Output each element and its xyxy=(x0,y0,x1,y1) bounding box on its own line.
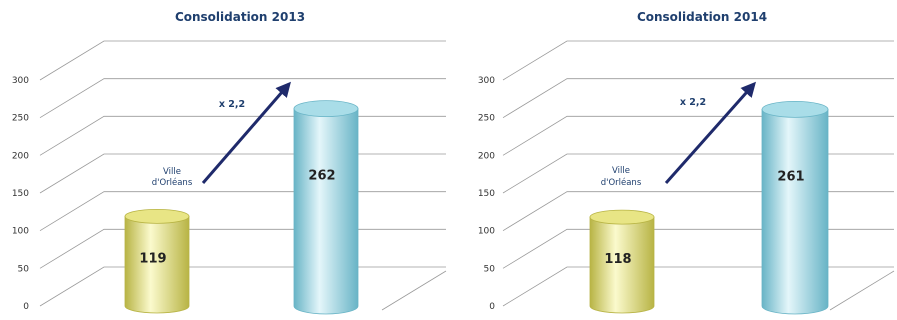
y-tick-label: 150 xyxy=(478,189,495,199)
gridline xyxy=(502,266,894,307)
gridline xyxy=(502,115,894,156)
bars: 118 261 xyxy=(589,100,829,315)
chart-title: Consolidation 2013 xyxy=(175,10,305,24)
y-tick-label: 150 xyxy=(12,189,29,199)
y-tick-label: 300 xyxy=(12,76,29,86)
y-tick-labels: 0 50 100 150 200 250 300 xyxy=(12,76,29,312)
y-tick-label: 50 xyxy=(484,264,496,274)
y-tick-label: 50 xyxy=(18,264,30,274)
y-tick-labels: 0 50 100 150 200 250 300 xyxy=(478,76,495,312)
y-tick-label: 250 xyxy=(12,114,29,124)
bar-consolidation: 262 xyxy=(293,100,359,315)
gridline xyxy=(502,228,894,269)
floor-edge xyxy=(829,270,895,311)
chart-2013: Consolidation 2013 0 50 100 150 200 250 300 11… xyxy=(12,10,447,315)
bar-consolidation: 261 xyxy=(761,100,829,315)
bar-value-label: 262 xyxy=(308,169,335,184)
y-tick-label: 0 xyxy=(23,302,29,312)
gridline xyxy=(39,153,446,194)
gridline xyxy=(39,191,446,232)
y-tick-label: 200 xyxy=(478,151,495,161)
gridline xyxy=(502,153,894,194)
gridline xyxy=(39,228,446,269)
gridline xyxy=(502,78,894,119)
y-tick-label: 100 xyxy=(12,227,29,237)
gridlines xyxy=(39,40,447,311)
gridline xyxy=(502,40,894,81)
y-tick-label: 0 xyxy=(489,302,495,312)
bars: 119 262 xyxy=(124,100,359,315)
annotation-line1: Ville xyxy=(612,166,630,176)
y-tick-label: 250 xyxy=(478,114,495,124)
bar-value-label: 261 xyxy=(777,169,804,184)
bar-value-label: 119 xyxy=(139,251,166,266)
y-tick-label: 300 xyxy=(478,76,495,86)
ratio-label: x 2,2 xyxy=(219,99,245,110)
ratio-label: x 2,2 xyxy=(680,97,706,108)
bar-ville: 119 xyxy=(124,208,190,314)
gridline xyxy=(39,78,446,119)
annotation-line1: Ville xyxy=(163,167,181,177)
floor-edge xyxy=(381,270,447,311)
annotation-line2: d'Orléans xyxy=(601,177,642,188)
gridlines xyxy=(502,40,895,311)
gridline xyxy=(502,191,894,232)
chart-2014: Consolidation 2014 0 50 100 150 200 250 300 11… xyxy=(478,10,895,315)
annotation-line2: d'Orléans xyxy=(152,177,193,188)
ratio-arrow xyxy=(201,81,291,184)
bar-value-label: 118 xyxy=(604,252,631,267)
chart-title: Consolidation 2014 xyxy=(637,10,767,24)
y-tick-label: 200 xyxy=(12,151,29,161)
gridline xyxy=(39,40,446,81)
y-tick-label: 100 xyxy=(478,227,495,237)
bar-ville: 118 xyxy=(589,209,655,314)
gridline xyxy=(39,266,446,307)
ratio-arrow xyxy=(664,81,756,184)
